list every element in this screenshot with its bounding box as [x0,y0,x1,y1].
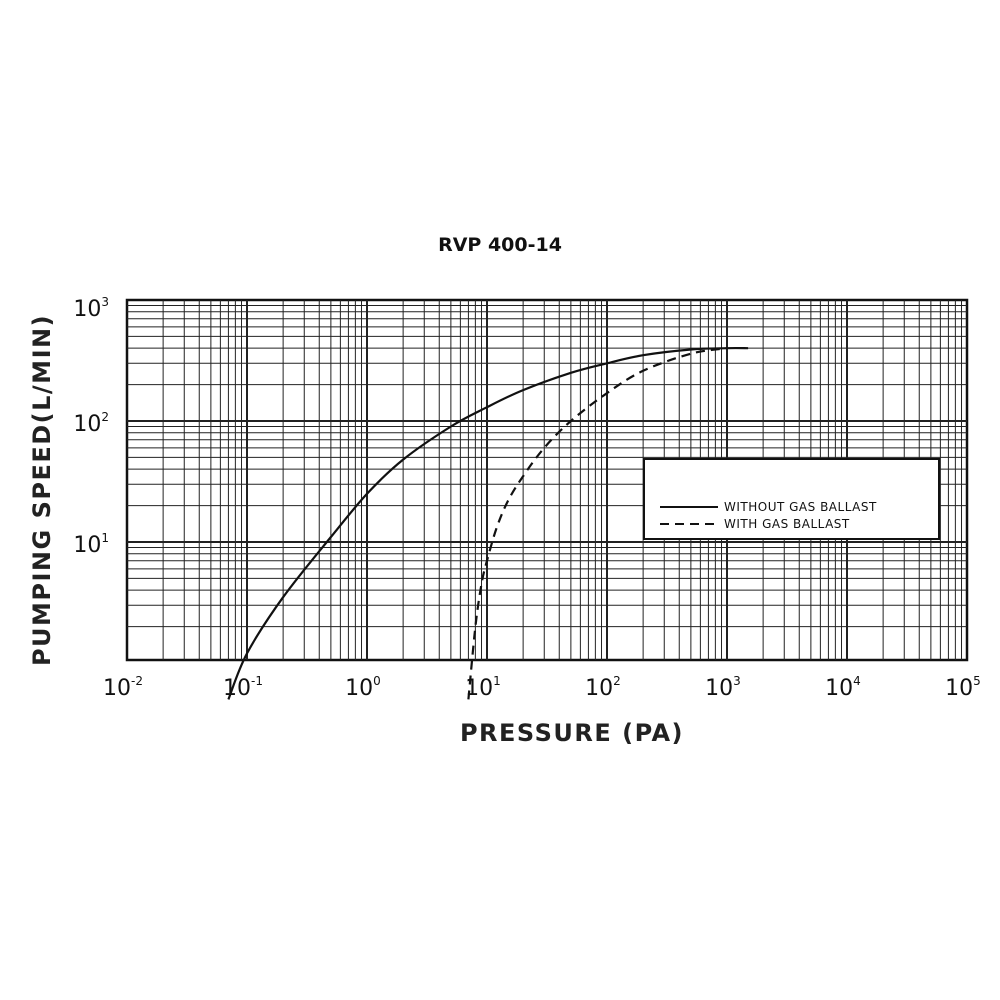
series-line-without-gas-ballast [227,346,749,700]
y-tick-label: 101 [73,531,109,558]
legend: WITHOUT GAS BALLAST WITH GAS BALLAST [643,458,940,540]
x-axis-ticks: 10-2 10-1 100 101 102 103 104 105 [103,674,981,701]
x-tick-label: 10-1 [223,674,263,701]
series-line-with-gas-ballast [467,347,728,700]
y-axis-label: PUMPING SPEED(L/MIN) [28,314,56,666]
y-tick-label: 103 [73,295,109,322]
legend-box [643,458,940,540]
x-tick-label: 10-2 [103,674,143,701]
y-axis-ticks: 101 102 103 [73,295,109,558]
x-tick-label: 100 [345,674,381,701]
y-tick-label: 102 [73,410,109,437]
x-axis-label: PRESSURE (PA) [460,719,684,747]
series-layer [227,346,749,700]
chart-title: RVP 400-14 [438,234,562,256]
x-tick-label: 102 [585,674,621,701]
legend-entry-with-gas-ballast: WITH GAS BALLAST [724,517,850,531]
x-tick-label: 105 [945,674,981,701]
legend-entry-without-gas-ballast: WITHOUT GAS BALLAST [724,500,877,514]
x-tick-label: 104 [825,674,861,701]
x-tick-label: 103 [705,674,741,701]
